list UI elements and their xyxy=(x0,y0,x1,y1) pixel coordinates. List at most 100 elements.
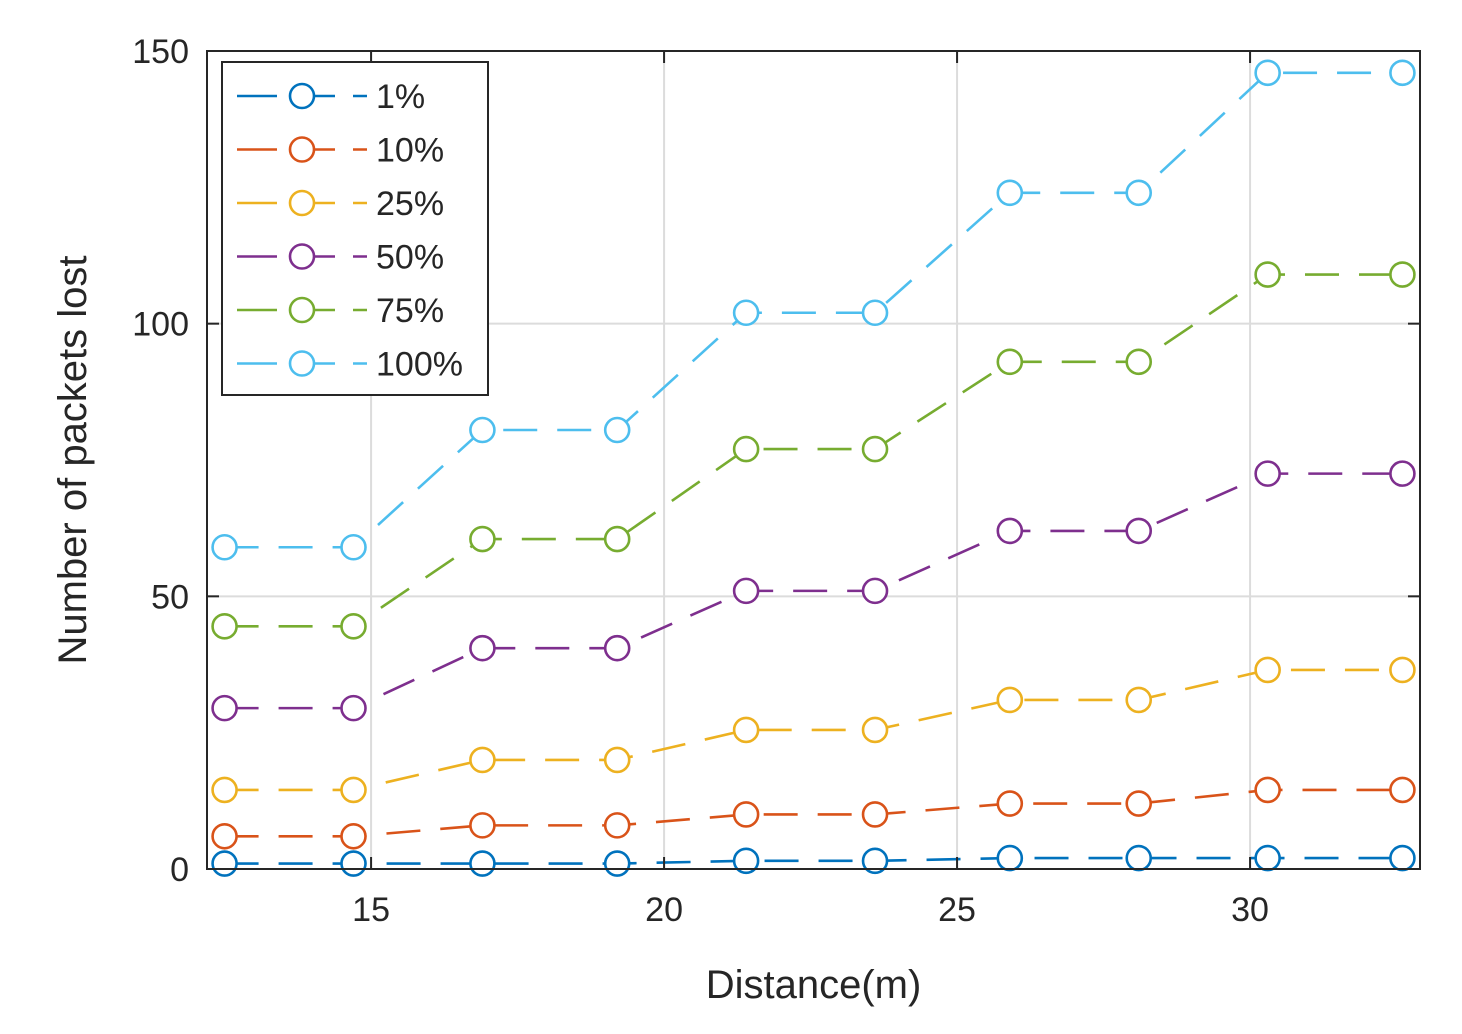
data-point xyxy=(1254,59,1281,87)
data-point xyxy=(469,525,496,553)
data-point xyxy=(732,299,760,327)
axes-box xyxy=(206,50,1421,870)
legend-label: 10% xyxy=(376,132,444,170)
data-point xyxy=(340,613,367,640)
x-tick-label: 15 xyxy=(352,891,390,929)
data-point xyxy=(861,299,889,327)
data-point xyxy=(1125,686,1153,714)
x-axis-label: Distance(m) xyxy=(706,963,922,1007)
data-point xyxy=(469,850,496,877)
series-5 xyxy=(211,59,1416,561)
series-line xyxy=(224,668,1403,792)
tick-labels: 15 20 25 30 0 50 100 150 xyxy=(132,33,1269,929)
legend-marker xyxy=(288,296,316,324)
legend-label: 1% xyxy=(376,78,425,116)
data-point xyxy=(603,850,631,877)
legend-marker xyxy=(288,136,316,163)
legend-marker xyxy=(288,243,316,270)
data-point xyxy=(1125,790,1153,817)
data-point xyxy=(1125,517,1153,545)
legend-entry: 10% xyxy=(237,132,444,170)
data-point xyxy=(1125,844,1153,872)
data-point xyxy=(603,746,631,774)
data-point xyxy=(1254,460,1281,487)
data-point xyxy=(732,577,760,605)
data-point xyxy=(861,435,889,463)
legend-entry: 25% xyxy=(237,185,444,223)
data-point xyxy=(996,348,1024,376)
data-point xyxy=(996,844,1024,872)
data-point xyxy=(211,694,238,722)
x-tick-label: 30 xyxy=(1231,891,1269,929)
data-point xyxy=(1389,460,1416,487)
data-point xyxy=(211,533,238,561)
data-point xyxy=(1389,844,1416,872)
series-line xyxy=(224,472,1403,710)
data-point xyxy=(1254,261,1281,288)
data-point xyxy=(1389,261,1416,288)
y-tick-label: 50 xyxy=(151,578,189,616)
legend-entry: 50% xyxy=(237,239,444,277)
legend-box xyxy=(221,61,489,396)
data-point xyxy=(469,812,496,839)
data-point xyxy=(1254,776,1281,804)
legend-label: 100% xyxy=(376,346,463,384)
data-point xyxy=(211,822,238,850)
y-tick-label: 0 xyxy=(170,851,189,889)
data-point xyxy=(732,435,760,463)
data-point xyxy=(603,416,631,444)
data-point xyxy=(861,847,889,875)
legend-entry: 75% xyxy=(237,292,444,330)
data-point xyxy=(603,812,631,839)
data-point xyxy=(732,801,760,828)
data-point xyxy=(1389,59,1416,87)
legend-entry: 100% xyxy=(237,346,463,384)
legend-label: 25% xyxy=(376,185,444,223)
data-point xyxy=(861,716,889,744)
series-line xyxy=(224,856,1403,865)
data-point xyxy=(996,790,1024,817)
series-2 xyxy=(211,656,1416,804)
data-point xyxy=(603,525,631,553)
data-point xyxy=(1125,179,1153,207)
data-point xyxy=(469,746,496,774)
y-tick-label: 100 xyxy=(132,306,189,344)
data-point xyxy=(732,716,760,744)
data-point xyxy=(340,850,367,877)
data-point xyxy=(996,686,1024,714)
series-line xyxy=(224,71,1403,549)
data-point xyxy=(861,577,889,605)
data-point xyxy=(1389,776,1416,804)
data-point xyxy=(340,822,367,850)
legend-label: 75% xyxy=(376,292,444,330)
x-tick-label: 25 xyxy=(938,891,976,929)
legend-marker xyxy=(288,189,316,217)
legend-label: 50% xyxy=(376,239,444,277)
y-axis-label: Number of packets lost xyxy=(51,255,95,664)
data-point xyxy=(340,694,367,722)
data-point xyxy=(211,850,238,877)
data-point xyxy=(469,416,496,444)
data-point xyxy=(996,179,1024,207)
data-point xyxy=(1254,656,1281,684)
data-point xyxy=(996,517,1024,545)
series-4 xyxy=(211,261,1416,640)
series-1 xyxy=(211,776,1416,850)
data-point xyxy=(211,776,238,804)
data-point xyxy=(469,634,496,662)
data-point xyxy=(340,776,367,804)
data-point xyxy=(861,801,889,828)
series-3 xyxy=(211,460,1416,722)
data-point xyxy=(211,613,238,640)
axes-frame xyxy=(206,50,1421,870)
data-point xyxy=(603,634,631,662)
x-tick-label: 20 xyxy=(645,891,683,929)
legend: 1% 10% 25% 50% 75% 100% xyxy=(221,61,489,396)
legend-marker xyxy=(288,82,316,110)
data-point xyxy=(1125,348,1153,376)
data-point xyxy=(1254,844,1281,872)
data-series xyxy=(211,59,1416,877)
legend-entry: 1% xyxy=(237,78,425,116)
legend-marker xyxy=(288,350,316,377)
